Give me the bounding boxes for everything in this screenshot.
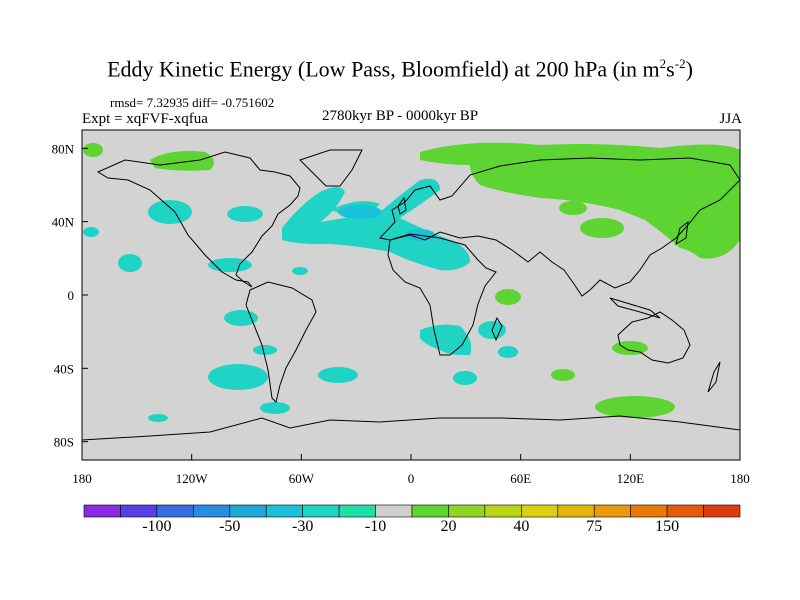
positive-region [495,289,521,305]
negative-region [318,367,358,383]
colorbar-box [229,504,267,518]
positive-region [150,151,214,171]
negative-region [83,227,99,237]
colorbar-box [703,504,741,518]
south-america-coast [245,281,317,403]
colorbar-box [448,504,486,518]
colorbar-box [156,504,194,518]
y-tick-label: 40S [54,361,74,376]
colorbar-box [484,504,522,518]
britain-coast [397,196,407,215]
colorbar-box [557,504,595,518]
x-tick-label: 60E [510,471,531,486]
positive-anomaly-regions [83,142,740,418]
colorbar-box [375,504,413,518]
colorbar-label: -100 [142,518,172,535]
negative-core-region [338,205,382,219]
colorbar-label: 75 [586,518,603,535]
colorbar-box [338,504,376,518]
negative-region [453,371,477,385]
japan-coast [675,220,689,246]
colorbar-label: -30 [291,518,314,535]
stats-text: rmsd= 7.32935 diff= -0.751602 [110,95,275,110]
africa-coast [387,233,497,356]
plot-title: Eddy Kinetic Energy (Low Pass, Bloomfiel… [107,56,693,82]
positive-region [580,218,624,238]
experiment-label: Expt = xqFVF-xqfua [82,111,208,127]
negative-region [148,200,192,224]
negative-region [282,178,470,271]
colorbar-box [193,504,231,518]
colorbar-label: 40 [513,518,530,535]
x-tick-label: 120W [176,471,209,486]
colorbar-label: 20 [440,518,457,535]
negative-region [148,414,168,422]
coastlines [81,149,741,441]
negative-region [498,346,518,358]
colorbar-box [521,504,559,518]
antarctica-coast [81,415,741,441]
negative-region [227,206,263,222]
colorbar-label: 150 [655,518,680,535]
negative-region [208,364,268,390]
colorbar [83,504,741,518]
colorbar-box [120,504,158,518]
x-tick-label: 60W [289,471,315,486]
positive-region [83,143,103,157]
colorbar-box [302,504,340,518]
madagascar-coast [491,316,503,342]
period-label: 2780kyr BP - 0000kyr BP [322,108,479,124]
y-tick-label: 40N [52,215,75,230]
negative-region [260,402,290,414]
north-america-coast [96,151,301,288]
australia-coast [617,311,691,364]
negative-region [224,310,258,326]
colorbar-box [666,504,704,518]
x-tick-label: 120E [617,471,645,486]
y-tick-label: 80N [52,141,75,156]
negative-region [292,267,308,275]
greenland-coast [299,149,363,187]
colorbar-box [630,504,668,518]
x-tick-label: 0 [408,471,415,486]
new-zealand-coast [707,361,721,393]
y-tick-label: 0 [68,288,75,303]
colorbar-label: -50 [219,518,241,535]
x-tick-label: 180 [730,471,750,486]
positive-region [551,369,575,381]
colorbar-box [593,504,631,518]
eurasia-coast [379,157,741,297]
negative-region [118,254,142,272]
y-tick-label: 80S [54,435,74,450]
negative-region [253,345,277,355]
colorbar-box [265,504,303,518]
colorbar-box [411,504,449,518]
positive-region [559,201,587,215]
x-tick-label: 180 [72,471,92,486]
indonesia-coast [609,297,661,319]
colorbar-label: -10 [364,518,387,535]
positive-region [595,396,675,418]
axis-ticks: 180 120W 60W 0 60E 120E 180 80N 40N 0 40S 80S [52,141,750,486]
positive-region [420,142,740,259]
colorbar-box [83,504,121,518]
season-label: JJA [719,111,742,127]
positive-region [612,341,648,355]
